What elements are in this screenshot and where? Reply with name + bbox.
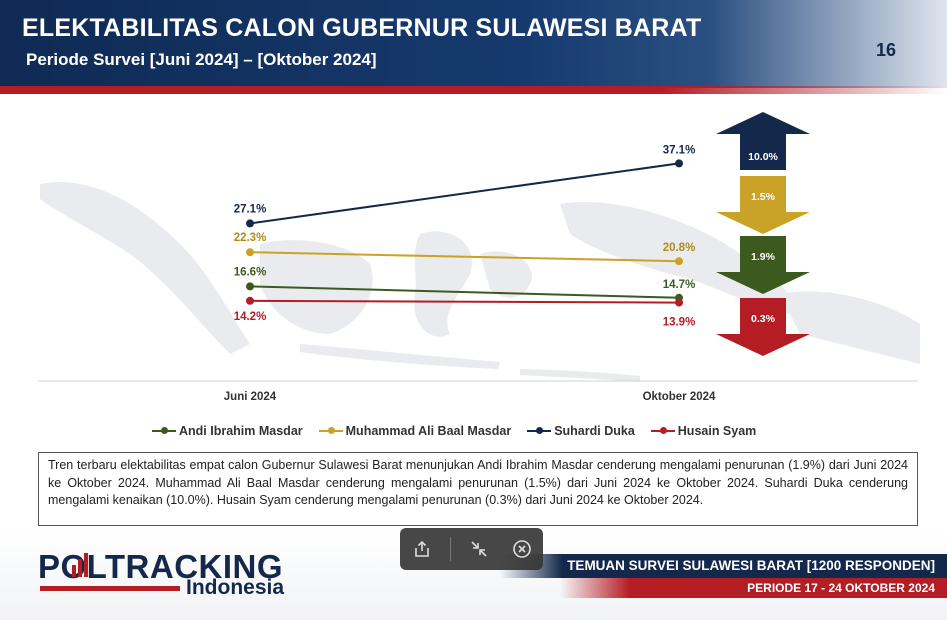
series-line bbox=[249, 285, 680, 299]
legend-label: Husain Syam bbox=[677, 424, 757, 438]
data-label: 20.8% bbox=[663, 242, 696, 254]
data-point bbox=[675, 298, 683, 307]
page-title: ELEKTABILITAS CALON GUBERNUR SULAWESI BA… bbox=[22, 14, 702, 42]
data-label: 22.3% bbox=[234, 232, 267, 244]
data-point bbox=[246, 219, 254, 228]
data-label: 16.6% bbox=[234, 266, 267, 278]
summary-box: Tren terbaru elektabilitas empat calon G… bbox=[38, 452, 918, 526]
change-label: 0.3% bbox=[751, 313, 776, 325]
data-label: 37.1% bbox=[663, 144, 696, 156]
data-label: 27.1% bbox=[234, 203, 267, 215]
chart-area: Juni 2024 Oktober 2024 16.6% 14.7% 22.3% 20.8… bbox=[0, 94, 947, 440]
legend-item: Andi Ibrahim Masdar bbox=[152, 424, 303, 438]
logo-bar-chart-icon bbox=[72, 553, 88, 577]
toolbar-divider bbox=[449, 537, 451, 561]
legend-label: Suhardi Duka bbox=[554, 424, 635, 438]
close-circle-icon bbox=[512, 540, 531, 558]
share-icon bbox=[414, 540, 429, 557]
overlay-toolbar bbox=[400, 528, 543, 570]
series-line bbox=[249, 251, 680, 263]
change-arrow-down bbox=[716, 236, 810, 294]
header-banner bbox=[0, 0, 947, 88]
line-chart: Juni 2024 Oktober 2024 16.6% 14.7% 22.3% 20.8… bbox=[38, 112, 918, 403]
series-line bbox=[249, 162, 680, 225]
legend-label: Andi Ibrahim Masdar bbox=[179, 424, 303, 438]
data-label: 14.7% bbox=[663, 279, 696, 291]
legend-item: Suhardi Duka bbox=[527, 424, 635, 438]
change-arrow-down bbox=[716, 176, 810, 234]
data-point bbox=[246, 296, 254, 305]
page-number: 16 bbox=[876, 40, 897, 60]
close-button[interactable] bbox=[507, 534, 537, 564]
legend-item: Husain Syam bbox=[650, 424, 757, 438]
chart-legend: Andi Ibrahim Masdar Muhammad Ali Baal Mas… bbox=[152, 422, 756, 440]
shrink-button[interactable] bbox=[464, 534, 494, 564]
logo-underline bbox=[40, 586, 180, 591]
legend-swatch bbox=[527, 427, 552, 434]
data-point bbox=[675, 159, 683, 168]
legend-swatch bbox=[650, 427, 675, 434]
data-label: 13.9% bbox=[663, 317, 696, 329]
series-line bbox=[249, 299, 680, 304]
survey-period-band: PERIODE 17 - 24 OKTOBER 2024 bbox=[560, 578, 947, 598]
x-tick-label: Juni 2024 bbox=[224, 391, 277, 403]
change-label: 10.0% bbox=[748, 151, 778, 163]
data-point bbox=[246, 248, 254, 257]
share-button[interactable] bbox=[407, 534, 437, 564]
legend-item: Muhammad Ali Baal Masdar bbox=[318, 424, 512, 438]
data-label: 14.2% bbox=[234, 311, 267, 323]
change-arrow-down bbox=[716, 298, 810, 356]
header-red-line bbox=[0, 86, 947, 94]
change-label: 1.9% bbox=[751, 251, 776, 263]
x-tick-label: Oktober 2024 bbox=[643, 391, 716, 403]
change-arrow-up bbox=[716, 112, 810, 170]
data-point bbox=[675, 257, 683, 266]
indonesia-map-background bbox=[40, 182, 920, 382]
legend-swatch bbox=[152, 427, 176, 434]
shrink-icon bbox=[470, 541, 487, 557]
legend-swatch bbox=[318, 427, 343, 434]
data-point bbox=[246, 282, 254, 291]
change-label: 1.5% bbox=[751, 191, 776, 203]
logo-indonesia: Indonesia bbox=[186, 576, 285, 599]
legend-label: Muhammad Ali Baal Masdar bbox=[345, 424, 512, 438]
page-subtitle: Periode Survei [Juni 2024] – [Oktober 20… bbox=[26, 50, 377, 69]
survey-title-band: TEMUAN SURVEI SULAWESI BARAT [1200 RESPO… bbox=[500, 554, 947, 578]
